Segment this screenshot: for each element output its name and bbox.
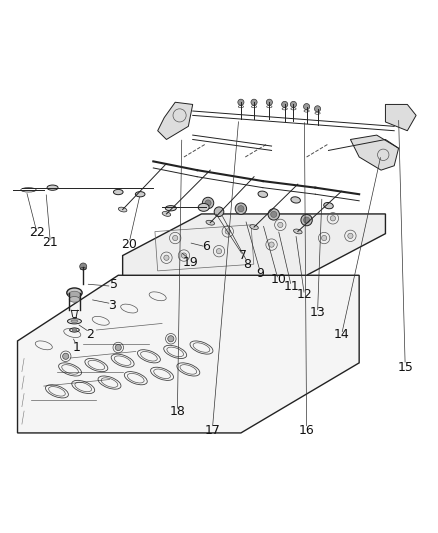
Text: 22: 22	[29, 226, 45, 239]
Text: 5: 5	[110, 278, 118, 290]
Circle shape	[278, 222, 283, 228]
Polygon shape	[18, 275, 359, 433]
Circle shape	[238, 99, 244, 106]
Circle shape	[115, 344, 121, 351]
Text: 8: 8	[244, 258, 251, 271]
Circle shape	[271, 211, 277, 217]
Ellipse shape	[118, 207, 127, 212]
Text: 2: 2	[86, 328, 94, 341]
Ellipse shape	[250, 225, 258, 230]
Circle shape	[301, 214, 312, 226]
Circle shape	[251, 99, 257, 106]
Text: 17: 17	[205, 424, 220, 437]
Text: 16: 16	[299, 424, 314, 437]
Circle shape	[181, 253, 187, 258]
Circle shape	[216, 248, 222, 254]
Ellipse shape	[67, 319, 81, 324]
Circle shape	[238, 206, 244, 212]
Circle shape	[348, 233, 353, 238]
Circle shape	[173, 236, 178, 241]
Text: 13: 13	[310, 306, 325, 319]
Circle shape	[321, 236, 327, 241]
Text: 11: 11	[283, 280, 299, 293]
Circle shape	[282, 101, 288, 108]
Circle shape	[225, 229, 230, 234]
Text: 7: 7	[239, 249, 247, 262]
Bar	[155, 225, 254, 271]
Text: 3: 3	[108, 300, 116, 312]
Ellipse shape	[67, 288, 82, 297]
Ellipse shape	[166, 206, 176, 211]
Ellipse shape	[162, 212, 171, 216]
Ellipse shape	[135, 191, 145, 197]
Circle shape	[235, 203, 247, 214]
Polygon shape	[385, 104, 416, 131]
Circle shape	[314, 106, 321, 112]
Circle shape	[304, 217, 310, 223]
Circle shape	[80, 263, 87, 270]
Ellipse shape	[324, 203, 333, 209]
Ellipse shape	[47, 185, 58, 190]
Text: 6: 6	[202, 240, 210, 253]
Text: 21: 21	[42, 236, 58, 249]
Polygon shape	[158, 102, 193, 140]
Ellipse shape	[206, 220, 215, 225]
Ellipse shape	[68, 291, 81, 298]
Text: 12: 12	[297, 288, 312, 302]
Text: 14: 14	[334, 328, 350, 341]
Text: 20: 20	[121, 238, 137, 251]
Circle shape	[202, 197, 214, 209]
Circle shape	[330, 216, 336, 221]
Polygon shape	[123, 214, 385, 275]
Circle shape	[269, 242, 274, 247]
Text: 1: 1	[73, 341, 81, 354]
Circle shape	[205, 200, 211, 206]
Circle shape	[63, 353, 69, 359]
Circle shape	[304, 103, 310, 110]
Ellipse shape	[198, 204, 209, 211]
Text: 15: 15	[397, 361, 413, 374]
Ellipse shape	[69, 296, 80, 302]
Text: 19: 19	[183, 256, 198, 269]
Circle shape	[168, 336, 174, 342]
Ellipse shape	[291, 197, 300, 203]
Circle shape	[290, 101, 297, 108]
Polygon shape	[350, 135, 399, 170]
Circle shape	[214, 207, 224, 216]
Circle shape	[72, 328, 77, 332]
Ellipse shape	[113, 189, 123, 195]
Circle shape	[268, 209, 279, 220]
Text: 18: 18	[170, 405, 185, 417]
Circle shape	[266, 99, 272, 106]
Text: 10: 10	[270, 273, 286, 286]
Ellipse shape	[71, 320, 78, 322]
Circle shape	[164, 255, 169, 260]
Ellipse shape	[258, 191, 268, 197]
Text: 9: 9	[257, 266, 265, 280]
Ellipse shape	[293, 229, 302, 234]
